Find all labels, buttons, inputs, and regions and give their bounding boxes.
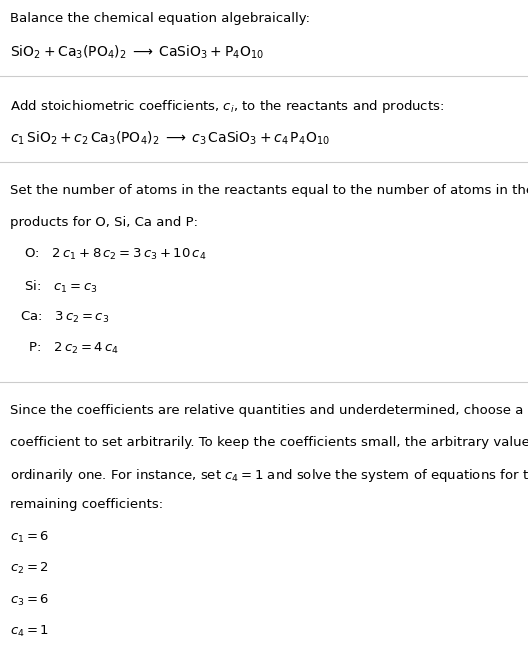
Text: Si:   $c_1 = c_3$: Si: $c_1 = c_3$ bbox=[20, 279, 98, 295]
Text: $c_3 = 6$: $c_3 = 6$ bbox=[10, 593, 49, 608]
Text: ordinarily one. For instance, set $c_4 = 1$ and solve the system of equations fo: ordinarily one. For instance, set $c_4 =… bbox=[10, 467, 528, 484]
Text: $\mathrm{SiO}_2 + \mathrm{Ca}_3(\mathrm{PO}_4)_2 \;\longrightarrow\; \mathrm{CaS: $\mathrm{SiO}_2 + \mathrm{Ca}_3(\mathrm{… bbox=[10, 43, 263, 61]
Text: $c_4 = 1$: $c_4 = 1$ bbox=[10, 624, 49, 639]
Text: O:   $2\,c_1 + 8\,c_2 = 3\,c_3 + 10\,c_4$: O: $2\,c_1 + 8\,c_2 = 3\,c_3 + 10\,c_4$ bbox=[20, 247, 206, 262]
Text: Ca:   $3\,c_2 = c_3$: Ca: $3\,c_2 = c_3$ bbox=[20, 310, 109, 325]
Text: Add stoichiometric coefficients, $c_i$, to the reactants and products:: Add stoichiometric coefficients, $c_i$, … bbox=[10, 98, 444, 115]
Text: coefficient to set arbitrarily. To keep the coefficients small, the arbitrary va: coefficient to set arbitrarily. To keep … bbox=[10, 436, 528, 449]
Text: Set the number of atoms in the reactants equal to the number of atoms in the: Set the number of atoms in the reactants… bbox=[10, 184, 528, 198]
Text: products for O, Si, Ca and P:: products for O, Si, Ca and P: bbox=[10, 216, 197, 229]
Text: P:   $2\,c_2 = 4\,c_4$: P: $2\,c_2 = 4\,c_4$ bbox=[20, 341, 119, 356]
Text: $c_1\, \mathrm{SiO}_2 + c_2\, \mathrm{Ca}_3(\mathrm{PO}_4)_2 \;\longrightarrow\;: $c_1\, \mathrm{SiO}_2 + c_2\, \mathrm{Ca… bbox=[10, 129, 329, 147]
Text: Balance the chemical equation algebraically:: Balance the chemical equation algebraica… bbox=[10, 12, 309, 25]
Text: Since the coefficients are relative quantities and underdetermined, choose a: Since the coefficients are relative quan… bbox=[10, 404, 523, 417]
Text: $c_1 = 6$: $c_1 = 6$ bbox=[10, 530, 49, 545]
Text: $c_2 = 2$: $c_2 = 2$ bbox=[10, 561, 49, 576]
Text: remaining coefficients:: remaining coefficients: bbox=[10, 498, 163, 511]
